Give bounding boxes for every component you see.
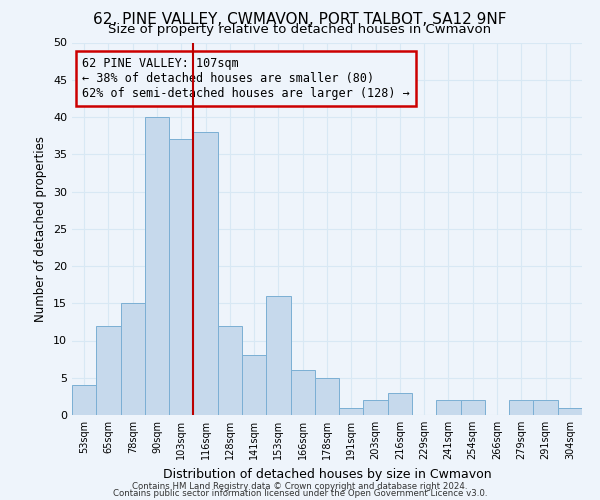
Bar <box>558 408 582 415</box>
Bar <box>290 370 315 415</box>
Bar <box>339 408 364 415</box>
Bar <box>242 356 266 415</box>
Bar <box>72 385 96 415</box>
Bar <box>169 140 193 415</box>
Text: 62 PINE VALLEY: 107sqm
← 38% of detached houses are smaller (80)
62% of semi-det: 62 PINE VALLEY: 107sqm ← 38% of detached… <box>82 58 410 100</box>
Text: Contains public sector information licensed under the Open Government Licence v3: Contains public sector information licen… <box>113 490 487 498</box>
Bar <box>509 400 533 415</box>
Bar <box>388 392 412 415</box>
Bar <box>436 400 461 415</box>
Text: Contains HM Land Registry data © Crown copyright and database right 2024.: Contains HM Land Registry data © Crown c… <box>132 482 468 491</box>
Bar <box>193 132 218 415</box>
Bar <box>96 326 121 415</box>
Bar <box>364 400 388 415</box>
Bar <box>533 400 558 415</box>
X-axis label: Distribution of detached houses by size in Cwmavon: Distribution of detached houses by size … <box>163 468 491 480</box>
Bar <box>461 400 485 415</box>
Y-axis label: Number of detached properties: Number of detached properties <box>34 136 47 322</box>
Bar <box>121 303 145 415</box>
Bar <box>145 117 169 415</box>
Bar <box>266 296 290 415</box>
Bar <box>218 326 242 415</box>
Text: Size of property relative to detached houses in Cwmavon: Size of property relative to detached ho… <box>109 22 491 36</box>
Bar <box>315 378 339 415</box>
Text: 62, PINE VALLEY, CWMAVON, PORT TALBOT, SA12 9NF: 62, PINE VALLEY, CWMAVON, PORT TALBOT, S… <box>93 12 507 28</box>
